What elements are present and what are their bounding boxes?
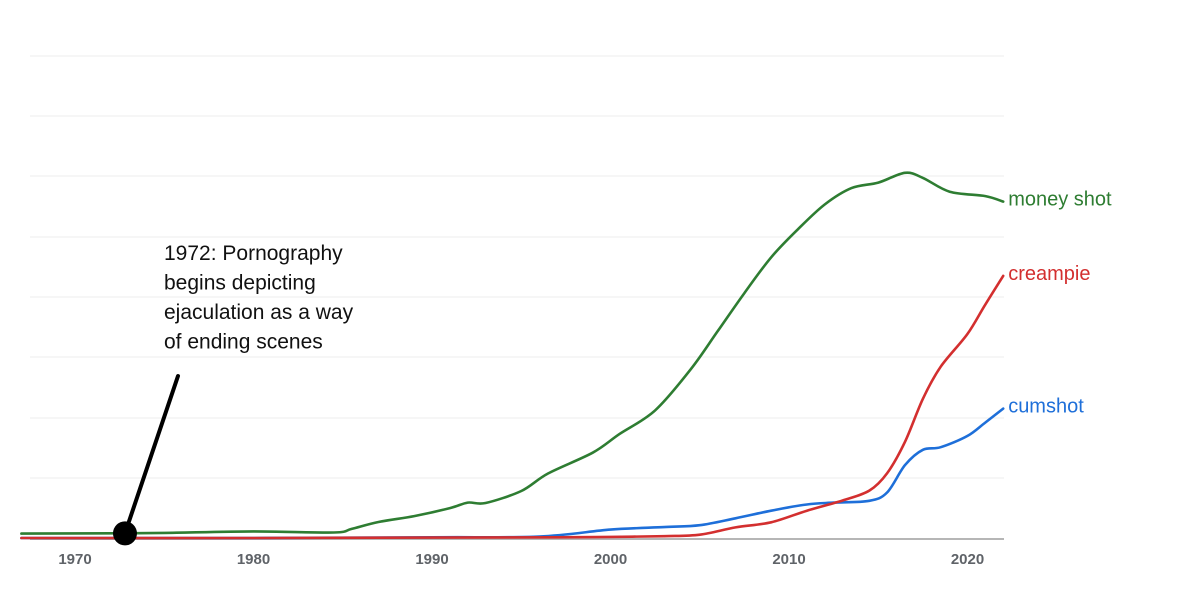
annotation-line-4: of ending scenes [164,331,323,354]
x-tick-label: 1980 [237,551,270,568]
series-end-label: money shot [1008,189,1112,211]
annotation: 1972: Pornography begins depicting ejacu… [112,242,359,546]
x-tick-label: 2010 [772,551,805,568]
gridlines [30,55,1004,479]
annotation-line-3: ejaculation as a way [164,301,354,324]
annotation-pointer-line [122,374,180,536]
series-line-money-shot [20,171,1005,535]
x-tick-label: 2020 [951,551,984,568]
annotation-line-2: begins depicting [164,272,316,295]
annotation-marker-dot [112,521,137,546]
series-lines [20,171,1005,540]
series-end-labels: money shot cumshot creampie [1008,189,1112,418]
series-line-creampie [20,274,1005,540]
series-end-label: creampie [1008,263,1090,285]
x-tick-label: 2000 [594,551,627,568]
annotation-text: 1972: Pornography begins depicting ejacu… [164,242,359,354]
series-line-cumshot [20,407,1005,540]
annotation-line-1: 1972: Pornography [164,242,343,265]
x-tick-label: 1970 [58,551,91,568]
series-end-label: cumshot [1008,396,1084,418]
x-tick-label: 1990 [415,551,448,568]
x-axis-ticks: 1970 1980 1990 2000 2010 2020 [58,551,984,568]
